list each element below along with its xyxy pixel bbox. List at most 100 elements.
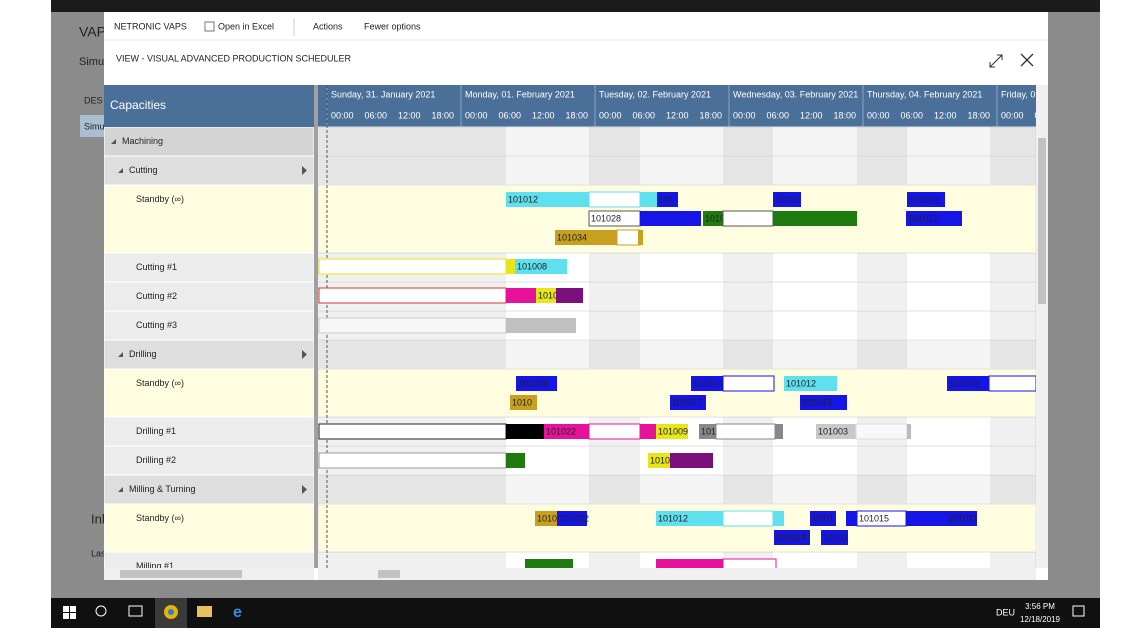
task-bar[interactable] <box>722 210 774 227</box>
row-label: Machining <box>122 136 163 146</box>
hour-label: 06:00 <box>633 110 656 120</box>
task-bar[interactable] <box>318 452 507 469</box>
task-bar[interactable] <box>773 192 801 207</box>
task-bar[interactable] <box>670 395 706 410</box>
collapse-button[interactable] <box>989 54 1003 68</box>
task-bar[interactable] <box>988 375 1036 392</box>
actions[interactable]: Actions <box>313 21 343 31</box>
row-label: Milling & Turning <box>129 484 196 494</box>
row-label: Standby (∞) <box>136 378 184 388</box>
hour-label: 00:00 <box>1001 110 1024 120</box>
task-bar[interactable] <box>722 510 774 527</box>
task-bar[interactable] <box>773 211 857 226</box>
task-bar[interactable] <box>318 258 507 275</box>
task-bar[interactable] <box>506 318 576 333</box>
task-bar[interactable] <box>525 559 573 574</box>
app-name[interactable]: NETRONIC VAPS <box>114 21 187 31</box>
expander[interactable] <box>111 139 116 144</box>
task-bar[interactable] <box>946 511 977 526</box>
task-bar[interactable] <box>555 230 617 245</box>
open-in-excel[interactable]: Open in Excel <box>218 21 274 31</box>
task-label: 101003 <box>818 426 848 436</box>
task-bar[interactable] <box>855 423 908 440</box>
night-band <box>990 417 1036 446</box>
task-bar[interactable] <box>588 423 641 440</box>
row-label: Standby (∞) <box>136 513 184 523</box>
night-band <box>990 253 1036 282</box>
task-bar[interactable] <box>670 453 713 468</box>
language[interactable]: DEU <box>996 607 1015 617</box>
fewer-options[interactable]: Fewer options <box>364 21 421 31</box>
arrow[interactable] <box>302 350 307 359</box>
task-bar[interactable] <box>656 424 688 439</box>
task-bar[interactable] <box>699 424 716 439</box>
task-label: 101034 <box>557 232 587 242</box>
task-bar[interactable] <box>774 530 810 545</box>
task-bar[interactable] <box>510 395 537 410</box>
search[interactable] <box>95 605 107 617</box>
clock-time[interactable]: 3:56 PM <box>1025 602 1055 611</box>
task-bar[interactable] <box>810 511 836 526</box>
window-top <box>51 0 1100 12</box>
task-bar[interactable] <box>640 192 657 207</box>
task-bar[interactable] <box>506 288 536 303</box>
task-bar[interactable] <box>784 376 837 391</box>
task-bar[interactable] <box>691 376 723 391</box>
expander[interactable] <box>118 352 123 357</box>
expander[interactable] <box>118 168 123 173</box>
arrow[interactable] <box>302 166 307 175</box>
clock-date[interactable]: 12/18/2019 <box>1020 615 1061 624</box>
task-bar[interactable] <box>657 192 678 207</box>
task-bar[interactable] <box>557 511 587 526</box>
task-bar[interactable] <box>800 395 847 410</box>
task-bar[interactable] <box>947 376 989 391</box>
hour-label: 18:00 <box>834 110 857 120</box>
task-bar[interactable] <box>536 288 556 303</box>
task-view[interactable] <box>128 605 143 617</box>
night-band <box>990 475 1036 504</box>
task-bar[interactable] <box>544 424 589 439</box>
task-bar[interactable] <box>506 259 515 274</box>
close-button[interactable] <box>1020 53 1034 67</box>
task-bar[interactable] <box>648 453 670 468</box>
arrow[interactable] <box>302 485 307 494</box>
ie-icon[interactable]: e <box>233 604 242 621</box>
task-bar[interactable] <box>318 287 507 304</box>
notifications[interactable] <box>1072 605 1085 617</box>
task-bar[interactable] <box>638 230 643 245</box>
task-bar[interactable] <box>816 424 856 439</box>
task-bar[interactable] <box>821 530 848 545</box>
task-bar[interactable] <box>722 558 777 574</box>
task-bar[interactable] <box>616 229 641 246</box>
task-bar[interactable] <box>515 259 567 274</box>
task-bar[interactable] <box>318 423 507 440</box>
task-bar[interactable] <box>775 424 783 439</box>
task-bar[interactable] <box>656 511 723 526</box>
task-label: 1010 <box>512 397 532 407</box>
h-scrollbar-chart[interactable] <box>318 568 1036 580</box>
task-bar[interactable] <box>506 192 589 207</box>
task-bar[interactable] <box>907 192 945 207</box>
explorer-icon[interactable] <box>197 606 212 617</box>
task-bar[interactable] <box>535 511 557 526</box>
task-bar[interactable] <box>656 559 723 574</box>
task-bar[interactable] <box>846 511 857 526</box>
night-band <box>319 340 506 369</box>
expander[interactable] <box>118 487 123 492</box>
task-bar[interactable] <box>506 424 544 439</box>
task-bar[interactable] <box>640 424 656 439</box>
task-bar[interactable] <box>588 191 641 208</box>
task-bar[interactable] <box>906 511 946 526</box>
row-label: Cutting #3 <box>136 320 177 330</box>
task-bar[interactable] <box>703 211 723 226</box>
task-bar[interactable] <box>906 211 962 226</box>
task-bar[interactable] <box>715 423 776 440</box>
task-bar[interactable] <box>907 424 911 439</box>
task-bar[interactable] <box>318 317 507 334</box>
task-bar[interactable] <box>722 375 775 392</box>
task-bar[interactable] <box>773 511 784 526</box>
task-bar[interactable] <box>640 211 701 226</box>
task-bar[interactable] <box>506 453 525 468</box>
task-bar[interactable] <box>556 288 583 303</box>
task-bar[interactable] <box>516 376 557 391</box>
